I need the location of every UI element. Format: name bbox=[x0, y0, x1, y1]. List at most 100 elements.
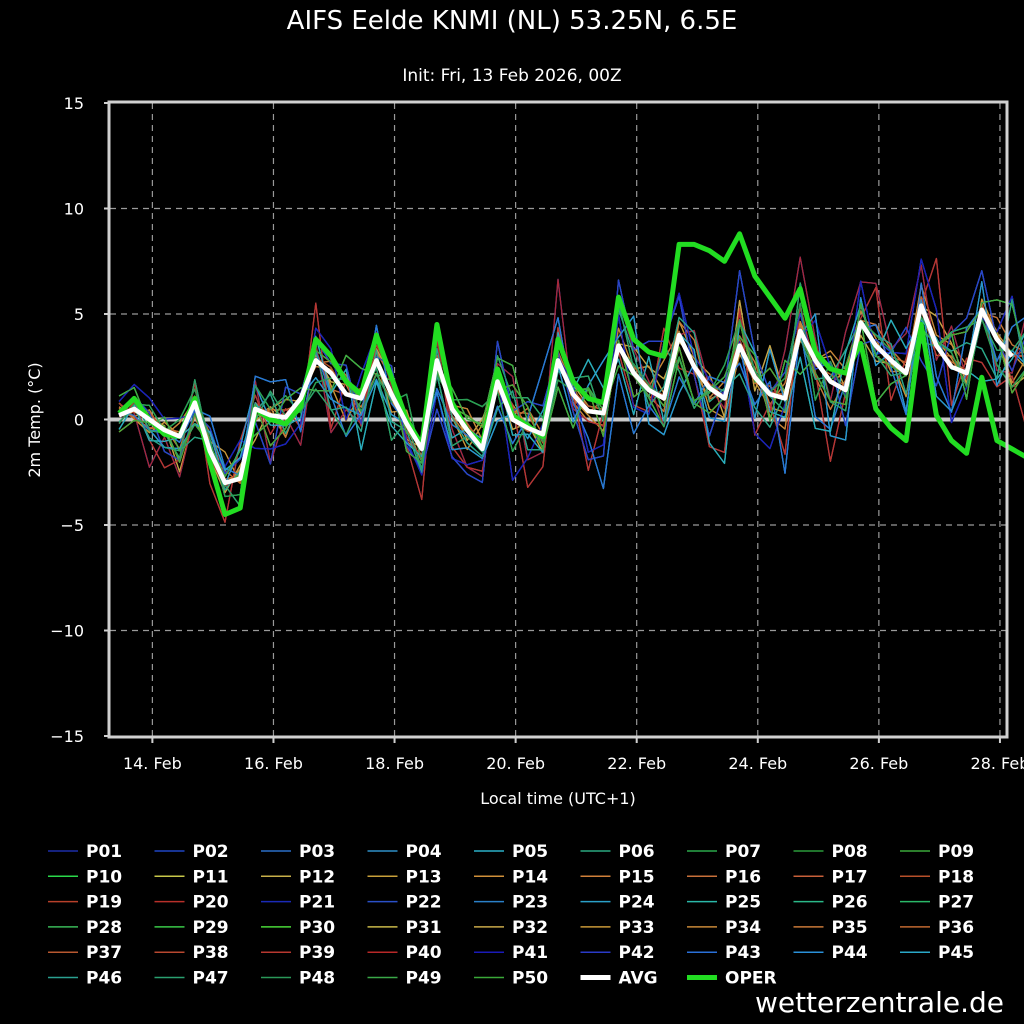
series-oper bbox=[117, 231, 1024, 517]
x-tick-label: 22. Feb bbox=[607, 754, 666, 773]
legend-label: P09 bbox=[938, 842, 974, 862]
legend-item-p13: P13 bbox=[367, 867, 442, 887]
legend-label: P24 bbox=[619, 893, 655, 913]
legend-label: P45 bbox=[938, 943, 974, 963]
legend-label: P10 bbox=[86, 867, 122, 887]
legend-item-p37: P37 bbox=[48, 943, 122, 963]
legend-item-p14: P14 bbox=[474, 867, 548, 887]
x-tick-label: 26. Feb bbox=[849, 754, 908, 773]
legend-item-p33: P33 bbox=[580, 918, 655, 938]
x-tick-label: 14. Feb bbox=[123, 754, 182, 773]
legend-label: P43 bbox=[725, 943, 761, 963]
x-tick-label: 16. Feb bbox=[244, 754, 303, 773]
legend-item-p23: P23 bbox=[474, 893, 548, 913]
legend-item-p05: P05 bbox=[474, 842, 548, 862]
legend-item-p32: P32 bbox=[474, 918, 548, 938]
legend-label: P30 bbox=[299, 918, 335, 938]
legend-item-p03: P03 bbox=[261, 842, 335, 862]
legend-label: AVG bbox=[619, 969, 658, 989]
legend-item-p45: P45 bbox=[900, 943, 974, 963]
legend-label: P42 bbox=[619, 943, 655, 963]
legend-item-p15: P15 bbox=[580, 867, 655, 887]
legend-item-p10: P10 bbox=[48, 867, 122, 887]
legend-label: P47 bbox=[193, 969, 229, 989]
series-p22 bbox=[118, 258, 1024, 481]
legend-item-p36: P36 bbox=[900, 918, 974, 938]
legend-item-p21: P21 bbox=[261, 893, 335, 913]
legend-item-p48: P48 bbox=[261, 969, 335, 989]
legend-item-p18: P18 bbox=[900, 867, 974, 887]
legend-item-p49: P49 bbox=[367, 969, 442, 989]
legend-label: P25 bbox=[725, 893, 761, 913]
y-tick-label: −15 bbox=[50, 727, 84, 746]
series-avg bbox=[118, 303, 1014, 486]
legend-label: P02 bbox=[193, 842, 229, 862]
x-tick-label: 18. Feb bbox=[365, 754, 424, 773]
legend-label: P18 bbox=[938, 867, 974, 887]
legend-item-p08: P08 bbox=[793, 842, 868, 862]
y-tick-label: 10 bbox=[64, 200, 84, 219]
legend-label: P15 bbox=[619, 867, 655, 887]
legend-item-p47: P47 bbox=[154, 969, 229, 989]
legend-label: P06 bbox=[619, 842, 655, 862]
legend-item-p41: P41 bbox=[474, 943, 548, 963]
legend-label: P01 bbox=[86, 842, 122, 862]
source-credit: wetterzentrale.de bbox=[754, 986, 1004, 1019]
legend-label: P41 bbox=[512, 943, 548, 963]
y-tick-label: 15 bbox=[64, 94, 84, 113]
legend-item-p04: P04 bbox=[367, 842, 442, 862]
legend-label: P36 bbox=[938, 918, 974, 938]
legend-label: OPER bbox=[725, 969, 777, 989]
legend-label: P20 bbox=[193, 893, 229, 913]
legend-label: P22 bbox=[406, 893, 442, 913]
legend-label: P28 bbox=[86, 918, 122, 938]
legend-label: P46 bbox=[86, 969, 122, 989]
legend-item-p09: P09 bbox=[900, 842, 974, 862]
legend-label: P05 bbox=[512, 842, 548, 862]
legend-item-p42: P42 bbox=[580, 943, 655, 963]
legend-item-p46: P46 bbox=[48, 969, 122, 989]
y-axis-label: 2m Temp. (°C) bbox=[25, 362, 44, 477]
y-tick-label: −10 bbox=[50, 622, 84, 641]
main-series bbox=[117, 231, 1024, 517]
legend-item-p50: P50 bbox=[474, 969, 548, 989]
legend-label: P35 bbox=[832, 918, 868, 938]
legend-label: P31 bbox=[406, 918, 442, 938]
legend-label: P16 bbox=[725, 867, 761, 887]
legend-label: P27 bbox=[938, 893, 974, 913]
legend-item-p02: P02 bbox=[154, 842, 229, 862]
legend-label: P50 bbox=[512, 969, 548, 989]
series-p41 bbox=[118, 258, 1024, 481]
legend-label: P21 bbox=[299, 893, 335, 913]
legend-item-p35: P35 bbox=[793, 918, 868, 938]
legend-item-p16: P16 bbox=[687, 867, 761, 887]
legend-item-p25: P25 bbox=[687, 893, 761, 913]
legend-item-p22: P22 bbox=[367, 893, 442, 913]
legend-item-avg: AVG bbox=[580, 969, 658, 989]
y-tick-label: 5 bbox=[74, 305, 84, 324]
legend-item-p24: P24 bbox=[580, 893, 655, 913]
legend-item-p06: P06 bbox=[580, 842, 655, 862]
x-axis: 14. Feb 16. Feb 18. Feb 20. Feb 22. Feb 24. F… bbox=[123, 736, 1024, 773]
y-axis: 15 10 5 0 −5 −10 −15 bbox=[50, 94, 110, 746]
legend-label: P19 bbox=[86, 893, 122, 913]
legend-label: P07 bbox=[725, 842, 761, 862]
x-tick-label: 24. Feb bbox=[728, 754, 787, 773]
grid bbox=[110, 103, 1006, 736]
chart-subtitle: Init: Fri, 13 Feb 2026, 00Z bbox=[402, 66, 622, 86]
legend-item-p34: P34 bbox=[687, 918, 761, 938]
legend-item-p30: P30 bbox=[261, 918, 335, 938]
legend-item-p40: P40 bbox=[367, 943, 442, 963]
legend-item-p26: P26 bbox=[793, 893, 868, 913]
legend-label: P48 bbox=[299, 969, 335, 989]
legend-label: P39 bbox=[299, 943, 335, 963]
legend-item-p20: P20 bbox=[154, 893, 229, 913]
legend-item-p27: P27 bbox=[900, 893, 974, 913]
legend-item-p29: P29 bbox=[154, 918, 229, 938]
legend-item-p39: P39 bbox=[261, 943, 335, 963]
series-p42 bbox=[118, 270, 1024, 484]
legend-item-p43: P43 bbox=[687, 943, 761, 963]
legend-item-p01: P01 bbox=[48, 842, 122, 862]
legend-label: P13 bbox=[406, 867, 442, 887]
